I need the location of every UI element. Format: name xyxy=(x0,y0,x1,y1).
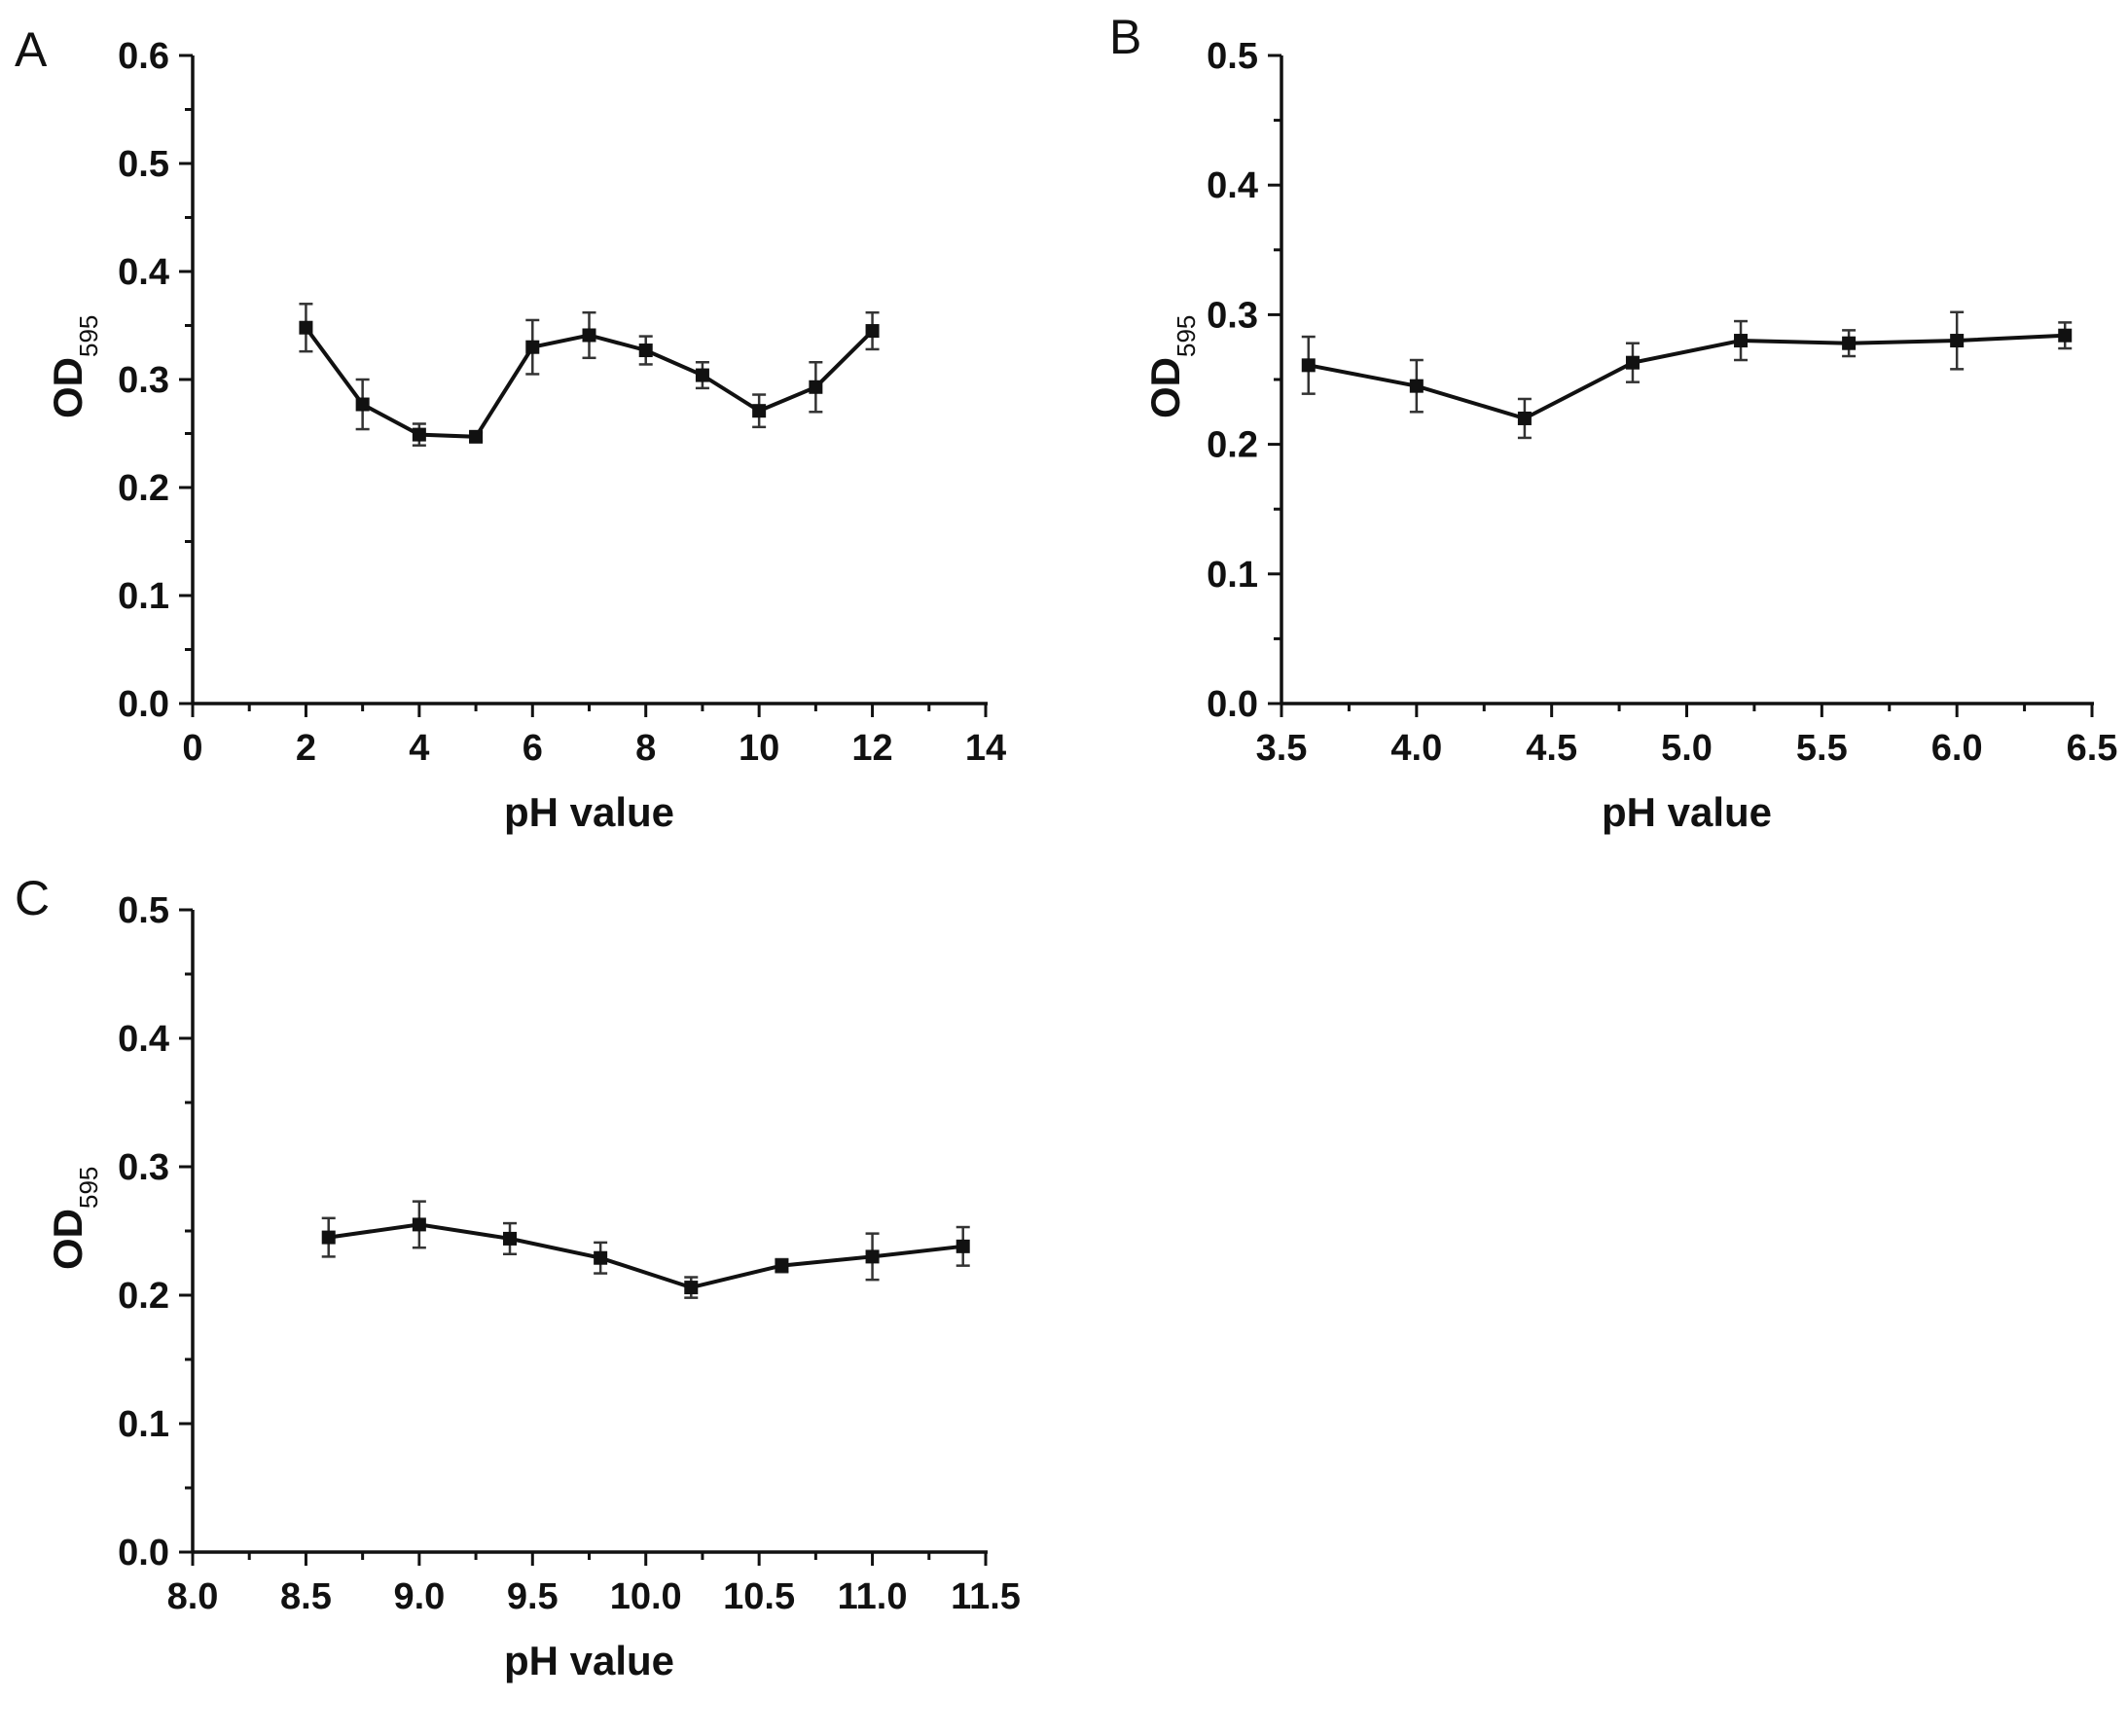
data-point xyxy=(865,1249,880,1264)
data-point xyxy=(412,1217,426,1232)
x-tick-label: 8 xyxy=(635,728,656,769)
data-point xyxy=(594,1250,608,1265)
panel-label: A xyxy=(15,22,48,77)
data-point xyxy=(695,368,709,382)
data-point xyxy=(1950,334,1965,348)
y-axis-title-subscript: 595 xyxy=(1172,315,1201,357)
x-tick-label: 5.5 xyxy=(1796,728,1848,769)
x-tick-label: 3.5 xyxy=(1256,728,1308,769)
data-point xyxy=(1301,358,1316,373)
data-point xyxy=(638,344,653,358)
y-axis-title-main: OD xyxy=(45,1209,90,1270)
panel-b: B 3.5 4.0 4.5 5.0 5.5 6.0 6.5 0.0 0.1 0.2 0.3 0.4 0.5… xyxy=(1109,10,2117,835)
x-tick-label: 9.5 xyxy=(507,1576,559,1617)
y-tick-label: 0.5 xyxy=(1207,36,1258,77)
x-tick-label: 5.0 xyxy=(1661,728,1713,769)
x-tick-label: 10.5 xyxy=(723,1576,795,1617)
panel-label: C xyxy=(15,871,50,925)
x-tick-label: 6.0 xyxy=(1931,728,1983,769)
data-point xyxy=(321,1230,336,1245)
data-point xyxy=(582,328,596,343)
y-tick-label: 0.2 xyxy=(118,1276,169,1317)
y-tick-label: 0.4 xyxy=(118,1019,169,1060)
y-tick-label: 0.5 xyxy=(118,144,169,185)
y-tick-label: 0.3 xyxy=(118,360,169,401)
x-tick-label: 4.0 xyxy=(1390,728,1442,769)
y-tick-label: 0.3 xyxy=(118,1147,169,1188)
y-axis-title-main: OD xyxy=(1142,357,1188,418)
y-tick-label: 0.6 xyxy=(118,36,169,77)
y-axis-title-subscript: 595 xyxy=(74,1167,103,1209)
data-point xyxy=(525,340,540,354)
data-point xyxy=(684,1281,699,1295)
y-tick-label: 0.0 xyxy=(118,684,169,725)
y-tick-label: 0.5 xyxy=(118,890,169,931)
y-axis-title-main: OD xyxy=(45,357,90,418)
y-tick-label: 0.1 xyxy=(1207,555,1258,596)
x-tick-label: 11.5 xyxy=(951,1576,1021,1617)
x-axis-title: pH value xyxy=(504,789,674,835)
data-point xyxy=(1517,411,1532,425)
y-axis-title-subscript: 595 xyxy=(74,315,103,357)
data-point xyxy=(1409,379,1424,393)
series-line xyxy=(328,1222,963,1290)
y-tick-label: 0.3 xyxy=(1207,295,1258,336)
data-point xyxy=(503,1231,517,1246)
data-point xyxy=(1842,336,1857,350)
y-tick-label: 0.1 xyxy=(118,1404,169,1445)
panel-c: C 8.0 8.5 9.0 9.5 10.0 10.5 11.0 11.5 0.0 0.1 0.2 0.… xyxy=(15,871,1021,1683)
data-point xyxy=(412,427,426,442)
x-tick-label: 10 xyxy=(739,728,779,769)
series-line xyxy=(1308,333,2066,421)
data-point xyxy=(1734,334,1749,348)
panel-label: B xyxy=(1109,10,1141,64)
x-tick-label: 0 xyxy=(182,728,202,769)
y-tick-label: 0.1 xyxy=(118,576,169,617)
y-tick-label: 0.4 xyxy=(1207,165,1258,206)
x-tick-label: 11.0 xyxy=(838,1576,908,1617)
data-point xyxy=(775,1258,789,1273)
x-tick-label: 6.5 xyxy=(2067,728,2118,769)
y-tick-label: 0.4 xyxy=(118,252,169,293)
x-tick-label: 6 xyxy=(523,728,543,769)
data-point xyxy=(956,1239,970,1253)
y-tick-label: 0.2 xyxy=(118,468,169,509)
x-tick-label: 4.5 xyxy=(1526,728,1577,769)
data-point xyxy=(752,404,767,418)
x-tick-label: 14 xyxy=(965,728,1006,769)
y-tick-label: 0.2 xyxy=(1207,425,1258,466)
data-point xyxy=(355,397,370,412)
panel-a: A 0 2 4 6 8 10 12 14 0.0 0.1 0.2 0.3 0.4 0.5 0.6 pH valu… xyxy=(15,22,1006,835)
data-point xyxy=(469,429,484,444)
y-tick-label: 0.0 xyxy=(1207,684,1258,725)
y-tick-label: 0.0 xyxy=(118,1533,169,1573)
x-tick-label: 9.0 xyxy=(393,1576,445,1617)
x-axis-title: pH value xyxy=(1602,789,1772,835)
x-tick-label: 8.5 xyxy=(280,1576,332,1617)
data-point xyxy=(809,380,823,394)
data-point xyxy=(1625,355,1640,370)
data-point xyxy=(865,324,880,339)
x-tick-label: 4 xyxy=(409,728,429,769)
data-point xyxy=(299,320,313,335)
x-tick-label: 8.0 xyxy=(167,1576,219,1617)
x-tick-label: 12 xyxy=(851,728,892,769)
data-point xyxy=(2058,328,2073,343)
x-tick-label: 2 xyxy=(296,728,316,769)
x-axis-title: pH value xyxy=(504,1638,674,1683)
x-tick-label: 10.0 xyxy=(610,1576,682,1617)
